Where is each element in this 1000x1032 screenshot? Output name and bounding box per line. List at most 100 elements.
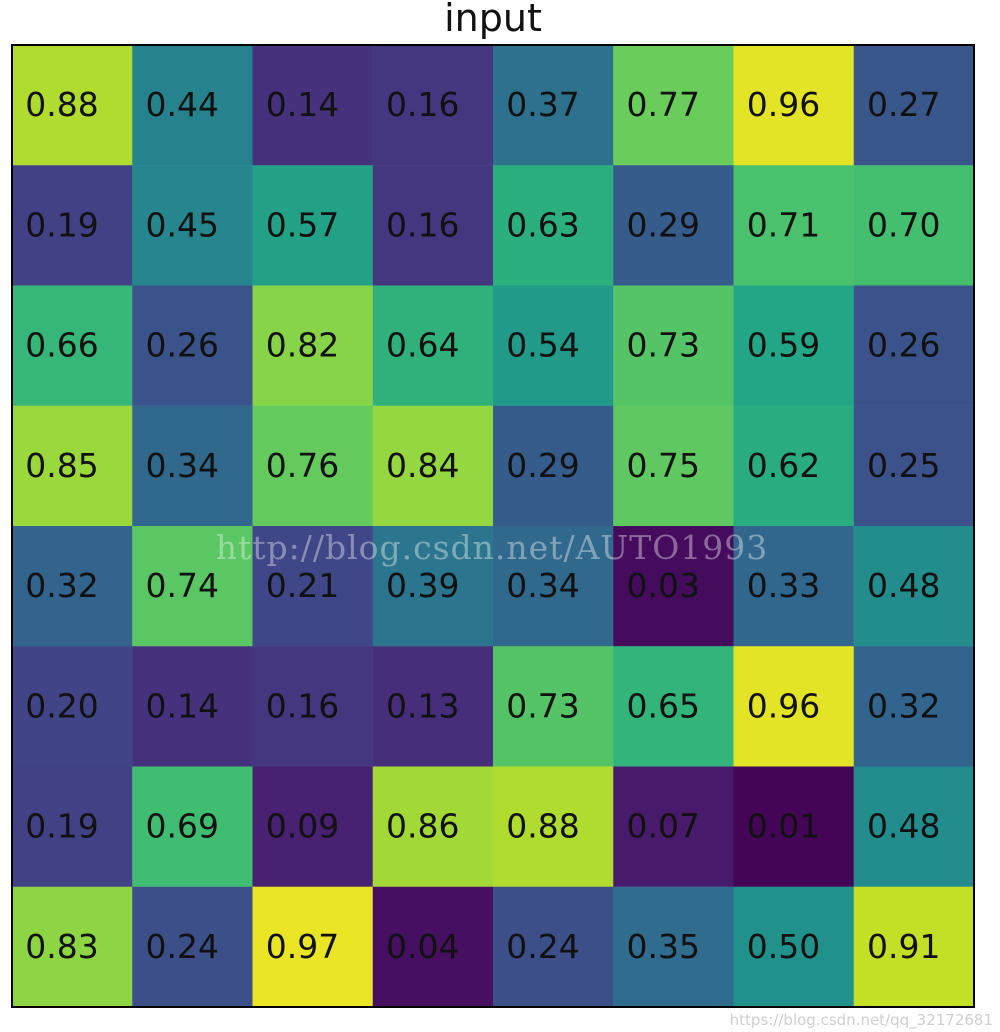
heatmap-cell-label-r1-c3: 0.14 — [266, 85, 339, 124]
heatmap-cell-r2-c1 — [12, 165, 133, 286]
heatmap-cell-label-r8-c1: 0.83 — [25, 927, 98, 966]
heatmap-cell-label-r7-c3: 0.09 — [266, 807, 339, 846]
heatmap-cell-label-r5-c3: 0.21 — [266, 566, 339, 605]
heatmap-cell-r7-c4 — [372, 766, 494, 887]
heatmap-cell-label-r6-c2: 0.14 — [146, 686, 219, 725]
heatmap-cell-label-r3-c6: 0.73 — [627, 326, 700, 365]
heatmap-cell-label-r4-c4: 0.84 — [386, 446, 459, 485]
heatmap-cell-r8-c3 — [252, 886, 373, 1008]
heatmap-cell-label-r7-c2: 0.69 — [146, 807, 219, 846]
heatmap-cell-label-r6-c7: 0.96 — [747, 686, 820, 725]
heatmap-cell-label-r4-c1: 0.85 — [25, 446, 98, 485]
heatmap-cell-r8-c5 — [493, 886, 614, 1008]
heatmap-cell-r5-c6 — [613, 526, 734, 647]
heatmap-cell-r6-c4 — [372, 646, 494, 767]
heatmap-cell-r1-c1 — [12, 45, 133, 166]
heatmap-cell-r3-c6 — [613, 285, 734, 406]
heatmap-cell-label-r5-c6: 0.03 — [627, 566, 700, 605]
heatmap-cell-label-r8-c4: 0.04 — [386, 927, 459, 966]
heatmap-cell-r3-c7 — [733, 285, 854, 406]
heatmap-cell-r4-c1 — [12, 405, 133, 527]
heatmap-cell-r6-c1 — [12, 646, 133, 767]
center-watermark: http://blog.csdn.net/AUTO1993 — [216, 528, 769, 567]
heatmap-cell-r1-c6 — [613, 45, 734, 166]
heatmap-cell-r6-c3 — [252, 646, 373, 767]
heatmap-cell-label-r3-c5: 0.54 — [506, 326, 579, 365]
heatmap-cell-r7-c6 — [613, 766, 734, 887]
heatmap-cell-r8-c8 — [853, 886, 975, 1008]
heatmap-cell-r1-c8 — [853, 45, 975, 166]
heatmap-cell-r3-c4 — [372, 285, 494, 406]
heatmap-cell-label-r6-c4: 0.13 — [386, 686, 459, 725]
heatmap-cell-label-r7-c8: 0.48 — [867, 807, 940, 846]
heatmap-cell-r1-c3 — [252, 45, 373, 166]
heatmap-cell-r1-c7 — [733, 45, 854, 166]
heatmap-cell-r2-c3 — [252, 165, 373, 286]
heatmap-cell-label-r7-c1: 0.19 — [25, 807, 98, 846]
heatmap-cell-label-r3-c4: 0.64 — [386, 326, 459, 365]
heatmap-cell-r3-c3 — [252, 285, 373, 406]
heatmap-cell-label-r2-c3: 0.57 — [266, 205, 339, 244]
heatmap-cell-r4-c3 — [252, 405, 373, 527]
heatmap-cell-r7-c1 — [12, 766, 133, 887]
heatmap-cell-label-r1-c7: 0.96 — [747, 85, 820, 124]
heatmap-cell-label-r8-c3: 0.97 — [266, 927, 339, 966]
heatmap-cell-r1-c4 — [372, 45, 494, 166]
heatmap-cell-label-r1-c6: 0.77 — [627, 85, 700, 124]
heatmap-cell-label-r7-c5: 0.88 — [506, 807, 579, 846]
heatmap-cell-r6-c2 — [132, 646, 253, 767]
heatmap-cell-label-r8-c8: 0.91 — [867, 927, 940, 966]
heatmap-cell-label-r8-c7: 0.50 — [747, 927, 820, 966]
heatmap-cell-r2-c7 — [733, 165, 854, 286]
heatmap-cell-r1-c2 — [132, 45, 253, 166]
heatmap-cell-r8-c2 — [132, 886, 253, 1008]
heatmap-cell-r8-c7 — [733, 886, 854, 1008]
heatmap-cell-r3-c5 — [493, 285, 614, 406]
heatmap-cell-r3-c2 — [132, 285, 253, 406]
heatmap-cell-label-r6-c5: 0.73 — [506, 686, 579, 725]
heatmap-cell-r6-c6 — [613, 646, 734, 767]
heatmap-cell-r8-c6 — [613, 886, 734, 1008]
heatmap-cell-r4-c8 — [853, 405, 975, 527]
heatmap-cell-r6-c8 — [853, 646, 975, 767]
chart-title: input — [444, 0, 542, 40]
heatmap-cell-r2-c5 — [493, 165, 614, 286]
heatmap-cell-label-r2-c8: 0.70 — [867, 205, 940, 244]
heatmap-cell-r5-c5 — [493, 526, 614, 647]
heatmap-cell-label-r4-c3: 0.76 — [266, 446, 339, 485]
heatmap-cell-label-r2-c6: 0.29 — [627, 205, 700, 244]
heatmap-cell-r4-c5 — [493, 405, 614, 527]
heatmap-cell-label-r6-c8: 0.32 — [867, 686, 940, 725]
heatmap-cell-r5-c2 — [132, 526, 253, 647]
heatmap-cell-r4-c2 — [132, 405, 253, 527]
heatmap-value-labels: 0.88 0.44 0.14 0.16 0.37 0.77 0.96 0.27 0.19 0.45… — [25, 85, 940, 966]
heatmap-cell-r4-c6 — [613, 405, 734, 527]
heatmap-cell-r2-c4 — [372, 165, 494, 286]
heatmap-cell-r2-c2 — [132, 165, 253, 286]
heatmap-cell-label-r4-c8: 0.25 — [867, 446, 940, 485]
heatmap-cell-label-r1-c1: 0.88 — [25, 85, 98, 124]
heatmap-cell-r1-c5 — [493, 45, 614, 166]
heatmap-cell-label-r7-c6: 0.07 — [627, 807, 700, 846]
heatmap-cell-label-r8-c6: 0.35 — [627, 927, 700, 966]
heatmap-cell-label-r5-c4: 0.39 — [386, 566, 459, 605]
heatmap-cell-r3-c1 — [12, 285, 133, 406]
heatmap-cell-r3-c8 — [853, 285, 975, 406]
heatmap-cell-label-r7-c4: 0.86 — [386, 807, 459, 846]
heatmap-cell-r5-c1 — [12, 526, 133, 647]
heatmap-cell-r8-c4 — [372, 886, 494, 1008]
heatmap-cell-label-r1-c8: 0.27 — [867, 85, 940, 124]
heatmap-cell-r8-c1 — [12, 886, 133, 1008]
heatmap-cell-label-r3-c8: 0.26 — [867, 326, 940, 365]
heatmap-cell-r6-c7 — [733, 646, 854, 767]
heatmap-cell-label-r1-c5: 0.37 — [506, 85, 579, 124]
heatmap-cell-r7-c5 — [493, 766, 614, 887]
heatmap-cell-r7-c3 — [252, 766, 373, 887]
heatmap-cells — [12, 45, 975, 1008]
heatmap-cell-r7-c8 — [853, 766, 975, 887]
heatmap-cell-label-r4-c6: 0.75 — [627, 446, 700, 485]
heatmap-cell-r7-c7 — [733, 766, 854, 887]
heatmap-cell-label-r3-c2: 0.26 — [146, 326, 219, 365]
heatmap-cell-label-r3-c1: 0.66 — [25, 326, 98, 365]
